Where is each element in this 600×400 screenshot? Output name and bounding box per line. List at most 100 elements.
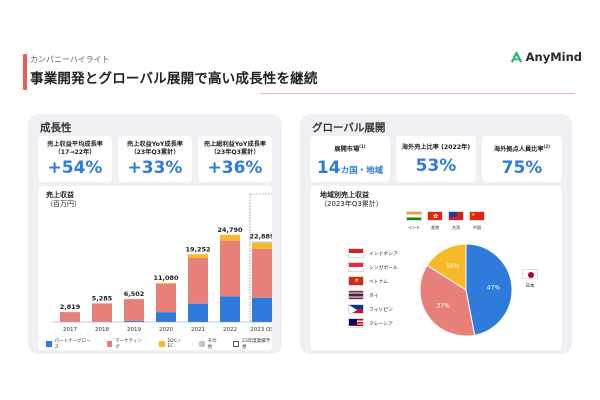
kpi-value-unit: カ国・地域 xyxy=(340,166,384,177)
country-row-malaysia: マレーシア xyxy=(348,318,393,328)
legend-forecast: 23年度業績予想 xyxy=(241,339,271,350)
bar-category-label: 2022 xyxy=(223,327,237,333)
country-name: ベトナム xyxy=(369,279,389,285)
global-panel: グローバル展開 展開市場(1) 14カ国・地域 海外売上比率 (2022年) 5… xyxy=(300,114,572,354)
legend-swatch-partner xyxy=(46,341,52,347)
regional-period: （2023年Q3累計） xyxy=(320,200,383,209)
flag-taiwan-group: 台湾 xyxy=(448,206,464,231)
bar-segment-2018-s1 xyxy=(92,303,112,322)
flag-vietnam-icon: ★ xyxy=(348,276,364,286)
pie-slice-label: 47% xyxy=(487,284,501,291)
bar-segment-2022-s2 xyxy=(220,234,240,241)
bar-segment-2020-s2 xyxy=(156,283,176,285)
bar-segment-2023Q3-s0 xyxy=(252,297,272,322)
kpi-label-text: 展開市場 xyxy=(334,146,360,154)
logo-text: AnyMind xyxy=(525,50,582,64)
kpi-label: 展開市場(1) xyxy=(310,136,390,154)
legend-japan-label: 日本 xyxy=(525,284,535,289)
kpi-footnote: (1) xyxy=(359,144,366,149)
kpi-label: 海外拠点人員比率(2) xyxy=(482,136,562,154)
legend-marketing: マーケティング xyxy=(115,339,142,350)
global-section-title: グローバル展開 xyxy=(312,122,386,134)
pie-slice-label: 37% xyxy=(437,303,451,310)
bar-segment-2019-s1 xyxy=(124,299,144,321)
flag-hongkong-icon: ✿ xyxy=(427,211,443,221)
country-row-vietnam: ★ ベトナム xyxy=(348,276,388,286)
revenue-title: 売上収益 xyxy=(46,191,74,199)
kpi-value: +33% xyxy=(127,158,183,179)
bar-segment-2023Q3-s1 xyxy=(252,248,272,298)
country-name: マレーシア xyxy=(369,321,393,327)
japan-legend: 日本 xyxy=(522,264,538,289)
kpi-value: +54% xyxy=(47,158,103,179)
bar-category-label: 2020 xyxy=(159,327,173,333)
flag-china-group: ★ 中国 xyxy=(469,206,485,231)
bar-segment-2023Q3-s2 xyxy=(252,242,272,249)
flag-india-icon xyxy=(406,211,422,221)
pie-slice-0 xyxy=(465,243,513,336)
revenue-chart-card: 売上収益 （百万円） 2,819 2017 5,285 2018 6,502 2019 11… xyxy=(38,186,272,350)
country-hongkong: 香港 xyxy=(431,225,439,230)
eyebrow-label: カンパニーハイライト xyxy=(30,55,110,64)
revenue-legend: パートナーグロース マーケティング D2C / EC その他 23年度業績予想 xyxy=(46,338,272,350)
legend-swatch-marketing xyxy=(106,341,113,347)
bar-total-label: 2,819 xyxy=(60,303,81,311)
country-row-philippines: フィリピン xyxy=(348,304,393,314)
forecast-outline xyxy=(249,193,272,323)
bar-segment-2022-s1 xyxy=(220,240,240,297)
kpi-overseas-staff-ratio: 海外拠点人員比率(2) 75% xyxy=(482,136,562,182)
bar-total-label: 24,790 xyxy=(217,226,243,234)
bar-category-label: 2023 Q3 xyxy=(250,327,272,333)
kpi-value: 53% xyxy=(415,156,457,177)
bar-segment-2021-s2 xyxy=(188,254,208,258)
kpi-label-line1: 売上収益YoY成長率 xyxy=(127,141,183,148)
regional-chart-title: 地域別売上収益 （2023年Q3累計） xyxy=(320,191,383,209)
bar-total-label: 11,080 xyxy=(153,274,179,282)
flag-japan-icon xyxy=(522,269,538,279)
kpi-label-text: 海外売上比率 (2022年) xyxy=(401,144,471,151)
growth-panel: 成長性 売上収益平均成長率 （17→22年） +54% 売上収益YoY成長率 （… xyxy=(28,114,282,354)
top-country-flags: インド ✿ 香港 台湾 ★ 中国 xyxy=(406,206,485,231)
country-india: インド xyxy=(408,225,420,230)
regional-revenue-card: 地域別売上収益 （2023年Q3累計） インド ✿ 香港 台湾 ★ xyxy=(310,186,562,350)
legend-other: その他 xyxy=(207,339,217,350)
flag-hongkong-group: ✿ 香港 xyxy=(427,206,443,231)
pie-slice-2 xyxy=(426,243,467,291)
anymind-logo-icon xyxy=(510,51,522,63)
kpi-label-text: 海外拠点人員比率 xyxy=(494,146,544,154)
page-title: 事業開発とグローバル展開で高い成長性を継続 xyxy=(30,71,318,87)
kpi-label-line1: 売上総利益YoY成長率 xyxy=(203,141,267,148)
header-accent-bar xyxy=(23,54,27,90)
bar-total-label: 22,889 xyxy=(249,232,272,240)
kpi-value-number: 14 xyxy=(316,158,341,179)
kpi-value: +36% xyxy=(207,158,263,179)
country-china: 中国 xyxy=(473,225,481,230)
flag-philippines-icon xyxy=(348,304,364,314)
kpi-label: 売上総利益YoY成長率 （23年Q3累計） xyxy=(198,136,272,157)
bar-total-label: 5,285 xyxy=(92,294,113,302)
anymind-logo: AnyMind xyxy=(510,50,582,64)
kpi-label: 海外売上比率 (2022年) xyxy=(396,136,476,152)
country-row-indonesia: インドネシア xyxy=(348,248,398,258)
kpi-label-line2: （17→22年） xyxy=(54,149,96,157)
bar-category-label: 2017 xyxy=(63,327,77,333)
pie-slice-1 xyxy=(419,264,476,337)
kpi-avg-revenue-growth: 売上収益平均成長率 （17→22年） +54% xyxy=(38,136,112,182)
bar-segment-2021-s1 xyxy=(188,257,208,304)
bar-segment-2022-s0 xyxy=(220,296,240,322)
kpi-value: 14カ国・地域 xyxy=(310,158,390,178)
country-name: タイ xyxy=(369,293,379,299)
kpi-revenue-yoy: 売上収益YoY成長率 （23年Q3累計） +33% xyxy=(118,136,192,182)
legend-d2c-ec: D2C / EC xyxy=(167,339,180,349)
bar-segment-2023Q3-s3 xyxy=(252,241,272,243)
revenue-unit: （百万円） xyxy=(46,200,81,209)
flag-thailand-icon xyxy=(348,290,364,300)
kpi-label-line1: 売上収益平均成長率 xyxy=(47,141,103,148)
kpi-label: 売上収益平均成長率 （17→22年） xyxy=(38,136,112,157)
regional-title: 地域別売上収益 xyxy=(320,191,369,199)
country-taiwan: 台湾 xyxy=(452,225,460,230)
country-name: シンガポール xyxy=(369,265,398,271)
country-row-singapore: シンガポール xyxy=(348,262,398,272)
growth-section-title: 成長性 xyxy=(40,122,72,134)
